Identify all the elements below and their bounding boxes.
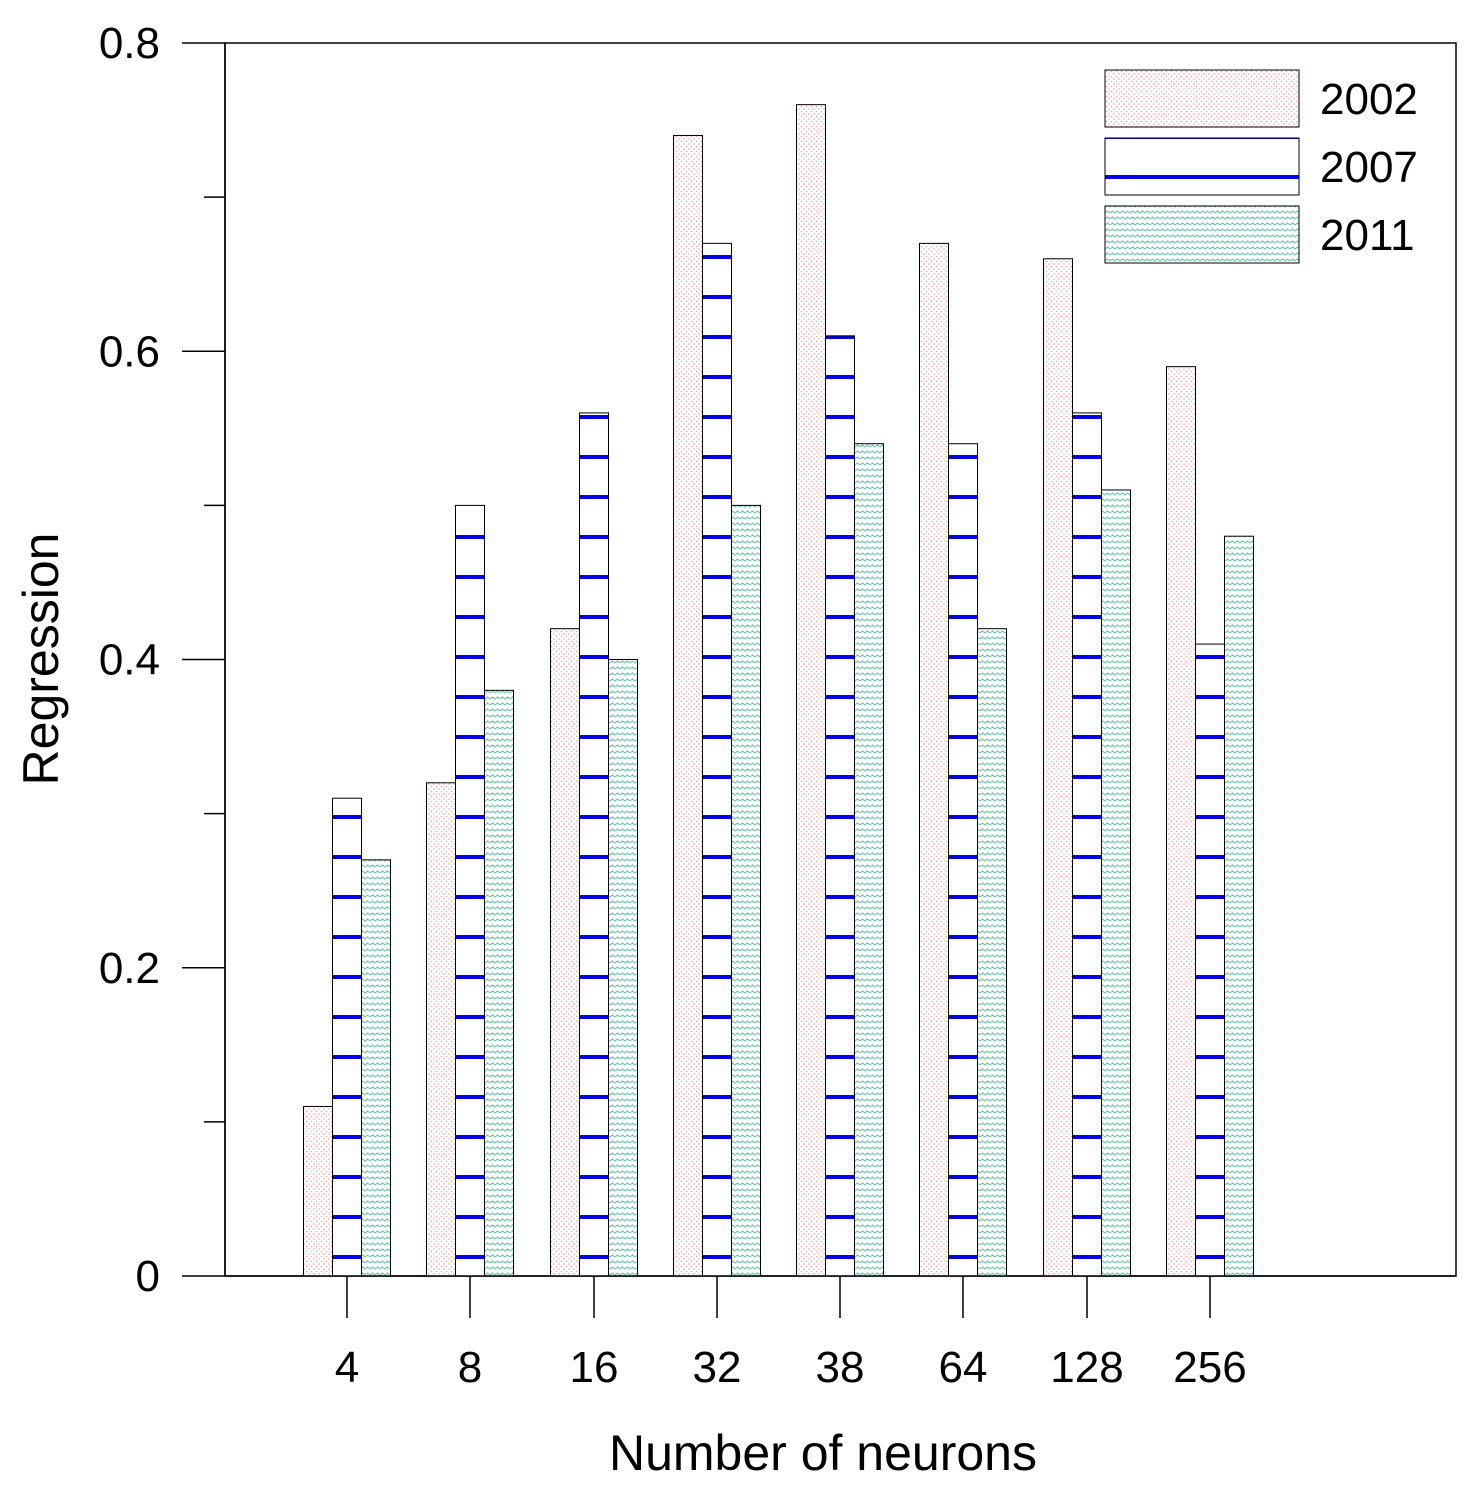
x-tick-label: 16 [570,1343,619,1392]
bar-2011-64 [977,628,1007,1277]
bar-2007-38 [825,335,855,1277]
x-axis-title: Number of neurons [609,1425,1037,1481]
y-tick-label: 0.8 [99,19,160,68]
bar-2011-256 [1224,535,1254,1277]
x-tick-label: 8 [458,1343,482,1392]
y-tick-label: 0.2 [99,944,160,993]
legend-swatch-2011 [1104,205,1300,264]
bar-2002-256 [1166,366,1196,1277]
legend-swatch-2002 [1104,69,1300,128]
y-tick-label: 0 [136,1252,160,1301]
bar-2011-38 [854,443,884,1277]
legend-swatch-2007 [1104,137,1300,196]
x-tick-label: 64 [939,1343,988,1392]
bar-2011-32 [731,504,761,1277]
bar-2002-128 [1043,258,1073,1277]
bar-2007-128 [1072,412,1102,1277]
x-axis-ticks: 4 8 16 32 38 64 128 256 [335,1276,1247,1392]
bar-2011-4 [361,859,391,1277]
legend-label-2011: 2011 [1320,211,1415,260]
bar-2007-64 [948,443,978,1277]
bar-2007-256 [1195,643,1225,1277]
bar-2002-38 [796,104,826,1277]
legend: 2002 2007 2011 [1104,69,1418,264]
legend-label-2007: 2007 [1320,143,1418,192]
bar-2002-32 [673,134,703,1277]
x-tick-label: 4 [335,1343,359,1392]
bars-layer [303,104,1254,1277]
bar-2007-8 [455,504,485,1277]
y-tick-label: 0.4 [99,636,160,685]
bar-2007-16 [579,412,609,1277]
y-axis-ticks: 0 0.2 0.4 0.6 0.8 [99,19,225,1301]
bar-2002-64 [919,242,949,1277]
y-tick-label: 0.6 [99,327,160,376]
bar-2007-32 [702,242,732,1277]
bar-2011-128 [1101,489,1131,1277]
bar-2007-4 [332,797,362,1277]
bar-2011-8 [484,689,514,1277]
x-tick-label: 128 [1050,1343,1123,1392]
x-tick-label: 32 [693,1343,742,1392]
bar-2002-4 [303,1105,333,1277]
bar-2011-16 [608,659,638,1277]
bar-2002-8 [426,782,456,1277]
bar-2002-16 [550,628,580,1277]
legend-label-2002: 2002 [1320,75,1418,124]
x-tick-label: 38 [816,1343,865,1392]
y-axis-title: Regression [13,533,69,786]
x-tick-label: 256 [1173,1343,1246,1392]
